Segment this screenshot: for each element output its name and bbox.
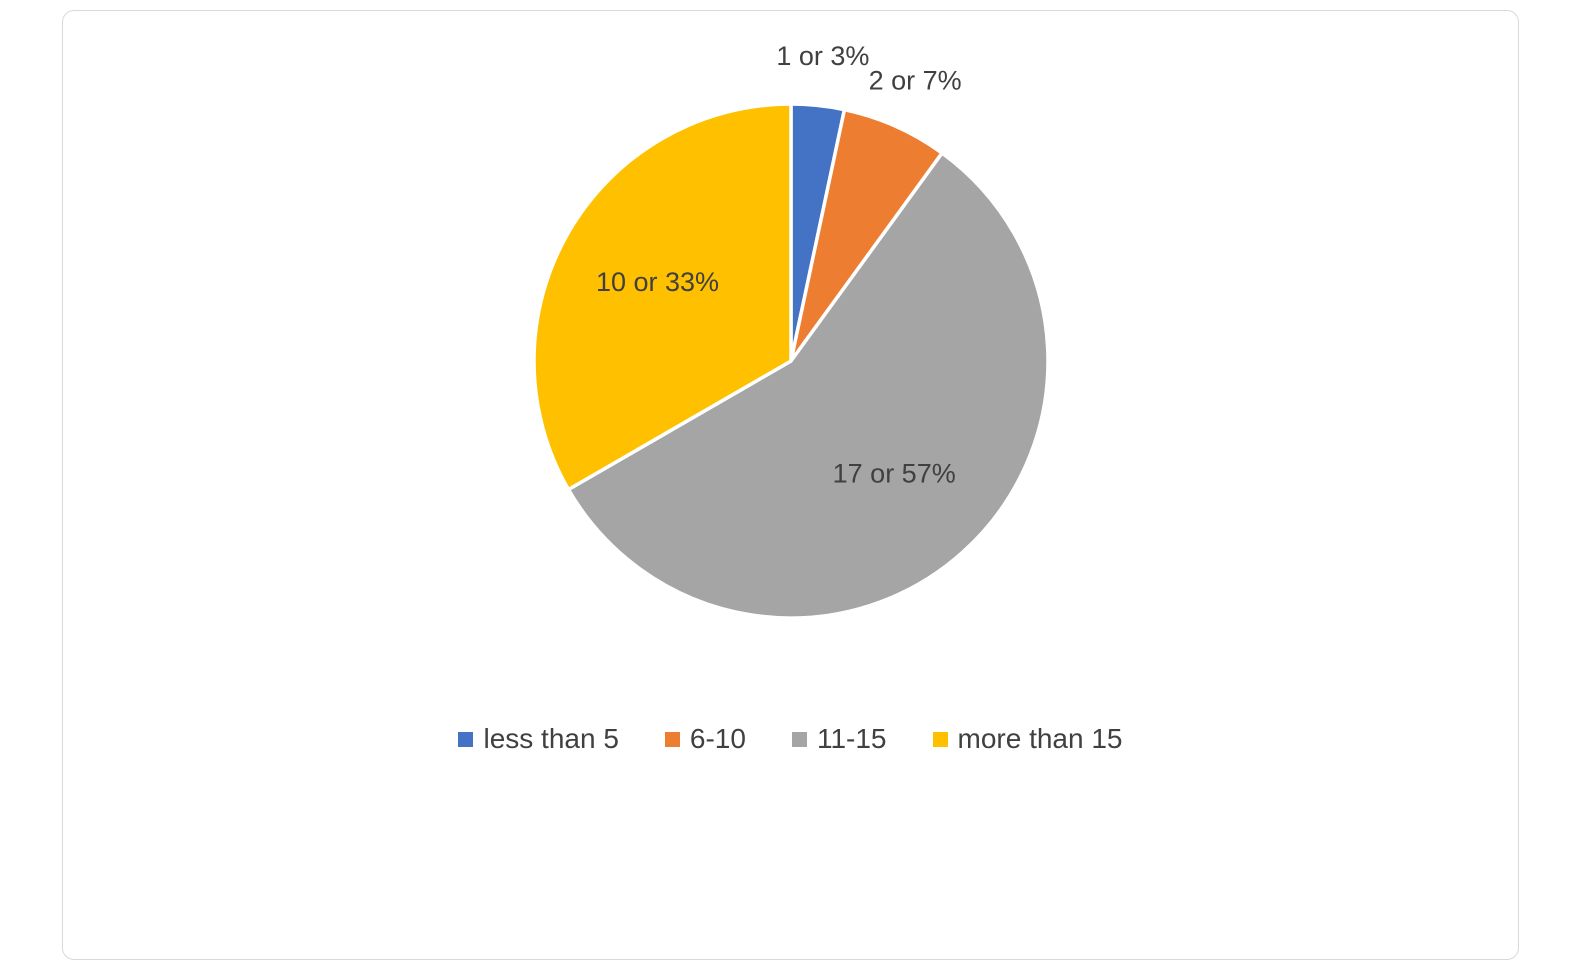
legend-label-6-10: 6-10: [689, 723, 746, 754]
legend-item-11-15[interactable]: 11-15: [791, 723, 887, 755]
legend-swatch-6-10: [664, 731, 680, 747]
legend-swatch-11-15: [791, 731, 807, 747]
data-label-more-than-15: 10 or 33%: [596, 267, 719, 297]
pie-chart: 1 or 3%2 or 7% 17 or 57% 10 or 33%: [532, 41, 1050, 620]
legend-label-more-than-15: more than 15: [957, 723, 1123, 754]
legend-label-11-15: 11-15: [816, 723, 887, 754]
pie-slice-6-10[interactable]: [789, 107, 944, 363]
chart-frame: 1 or 3% 2 or 7% 17 or 57% 10 or 33% less th…: [62, 10, 1519, 960]
data-label-less-than-5: 1 or 3%: [776, 41, 869, 71]
pie-slice-11-15[interactable]: [566, 151, 1050, 620]
pie-slice-more-than-15[interactable]: [532, 102, 793, 492]
legend-swatch-more-than-15: [932, 731, 948, 747]
legend-swatch-less-than-5: [458, 731, 474, 747]
legend-label-less-than-5: less than 5: [483, 723, 619, 754]
data-label-11-15: 17 or 57%: [833, 459, 956, 489]
legend-item-less-than-5[interactable]: less than 5: [458, 723, 619, 755]
legend-item-6-10[interactable]: 6-10: [664, 723, 746, 755]
data-label-6-10: 2 or 7%: [869, 66, 962, 96]
chart-legend: less than 5 6-10 11-15 more than 15: [63, 723, 1518, 755]
legend-item-more-than-15[interactable]: more than 15: [932, 723, 1123, 755]
